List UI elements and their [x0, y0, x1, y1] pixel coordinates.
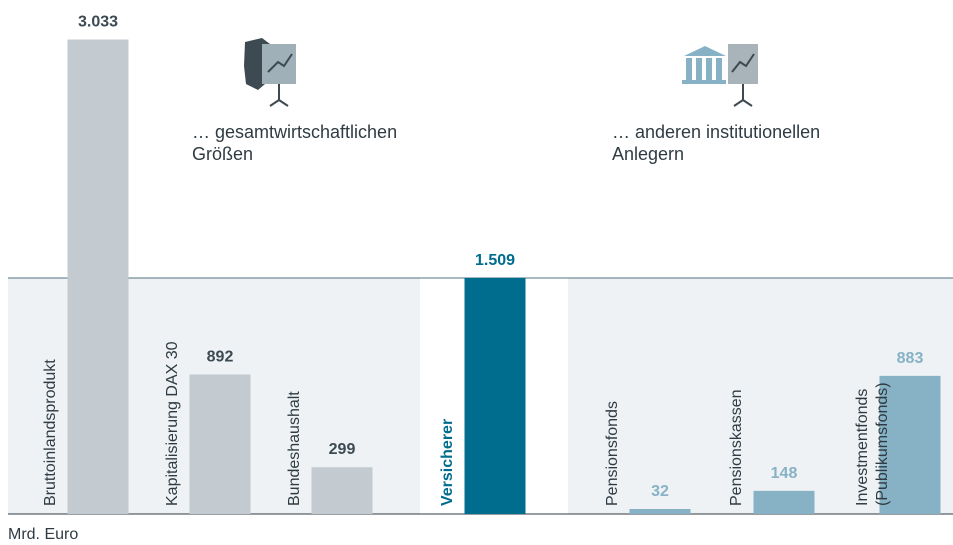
value-label: 148	[771, 465, 798, 482]
category-label: Investmentfonds	[854, 389, 871, 506]
value-label: 883	[897, 350, 924, 367]
value-label: 3.033	[78, 13, 118, 30]
bar	[311, 467, 373, 514]
category-label: (Publikumsfonds)	[874, 382, 891, 506]
bar	[189, 374, 251, 514]
value-label: 299	[329, 441, 356, 458]
annotation: Anlegern	[612, 144, 684, 164]
bar	[67, 39, 129, 514]
bar	[879, 375, 941, 514]
category-label: Bundeshaushalt	[286, 391, 303, 506]
annotation: Größen	[192, 144, 253, 164]
category-label: Pensionsfonds	[604, 401, 621, 506]
bar	[464, 277, 526, 514]
bar	[753, 490, 815, 514]
category-label: Pensionskassen	[728, 389, 745, 506]
annotation: … gesamtwirtschaftlichen	[192, 122, 397, 142]
value-label: 1.509	[475, 252, 515, 269]
value-label: 892	[207, 348, 234, 365]
icon-institution	[682, 44, 758, 107]
icon-germany	[244, 38, 296, 107]
value-label: 32	[651, 483, 669, 500]
unit-label: Mrd. Euro	[8, 526, 78, 543]
bar	[629, 508, 691, 514]
annotation: … anderen institutionellen	[612, 122, 820, 142]
category-label: Bruttoinlandsprodukt	[42, 359, 59, 506]
category-label: Kapitalisierung DAX 30	[164, 341, 181, 506]
category-label: Versicherer	[439, 419, 456, 506]
